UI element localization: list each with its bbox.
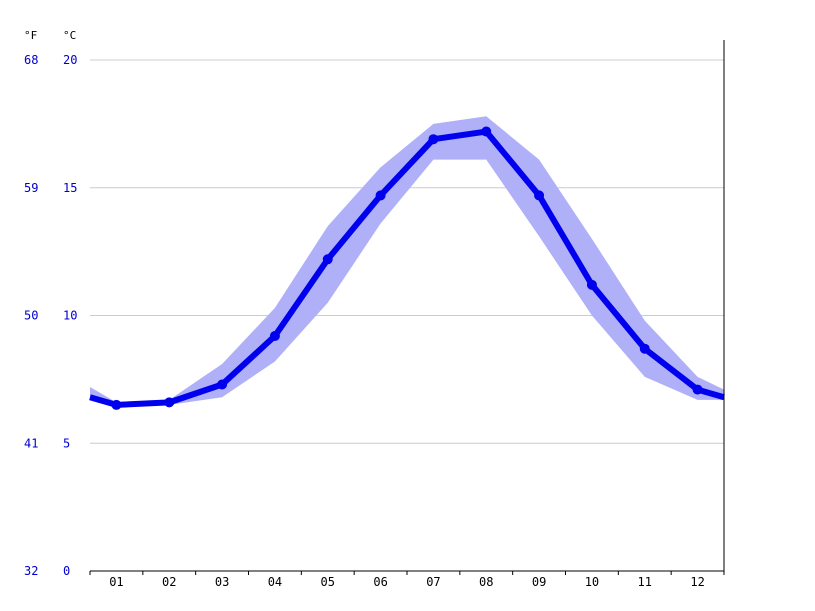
unit-label-fahrenheit: °F <box>24 29 37 42</box>
x-tick-label: 11 <box>638 575 652 589</box>
x-tick-label: 08 <box>479 575 493 589</box>
data-point <box>586 279 597 290</box>
y-tick-label-c: 15 <box>63 181 77 195</box>
x-tick-label: 10 <box>585 575 599 589</box>
x-tick-label: 03 <box>215 575 229 589</box>
x-tick-label: 02 <box>162 575 176 589</box>
y-tick-label-f: 59 <box>24 181 38 195</box>
axes <box>89 40 725 575</box>
data-point <box>111 399 122 410</box>
data-point <box>639 343 650 354</box>
y-tick-label-c: 0 <box>63 564 70 578</box>
x-tick-label: 07 <box>426 575 440 589</box>
x-tick-label: 12 <box>690 575 704 589</box>
data-point <box>217 379 228 390</box>
data-point <box>534 190 545 201</box>
y-tick-label-f: 68 <box>24 53 38 67</box>
temperature-range-band <box>90 116 724 405</box>
temperature-line <box>89 128 725 408</box>
x-tick-label: 09 <box>532 575 546 589</box>
x-tick-label: 01 <box>109 575 123 589</box>
y-axis-labels: 32 0 41 5 50 10 59 15 68 20 <box>24 53 77 578</box>
y-tick-label-f: 32 <box>24 564 38 578</box>
y-tick-label-c: 20 <box>63 53 77 67</box>
y-tick-label-c: 10 <box>63 309 77 323</box>
data-points <box>111 126 703 410</box>
data-point <box>375 190 386 201</box>
x-axis-labels: 01 02 03 04 05 06 07 08 09 10 11 12 <box>109 575 705 589</box>
data-point <box>322 254 333 265</box>
x-tick-label: 05 <box>321 575 335 589</box>
x-tick-label: 04 <box>268 575 282 589</box>
data-point <box>481 126 492 137</box>
data-point <box>269 330 280 341</box>
y-tick-label-f: 41 <box>24 436 38 450</box>
unit-label-celsius: °C <box>63 29 76 42</box>
grid-lines <box>90 59 724 444</box>
data-point <box>164 397 175 408</box>
y-tick-label-f: 50 <box>24 309 38 323</box>
y-tick-label-c: 5 <box>63 436 70 450</box>
data-point <box>692 384 703 395</box>
x-tick-label: 06 <box>373 575 387 589</box>
data-point <box>428 134 439 145</box>
